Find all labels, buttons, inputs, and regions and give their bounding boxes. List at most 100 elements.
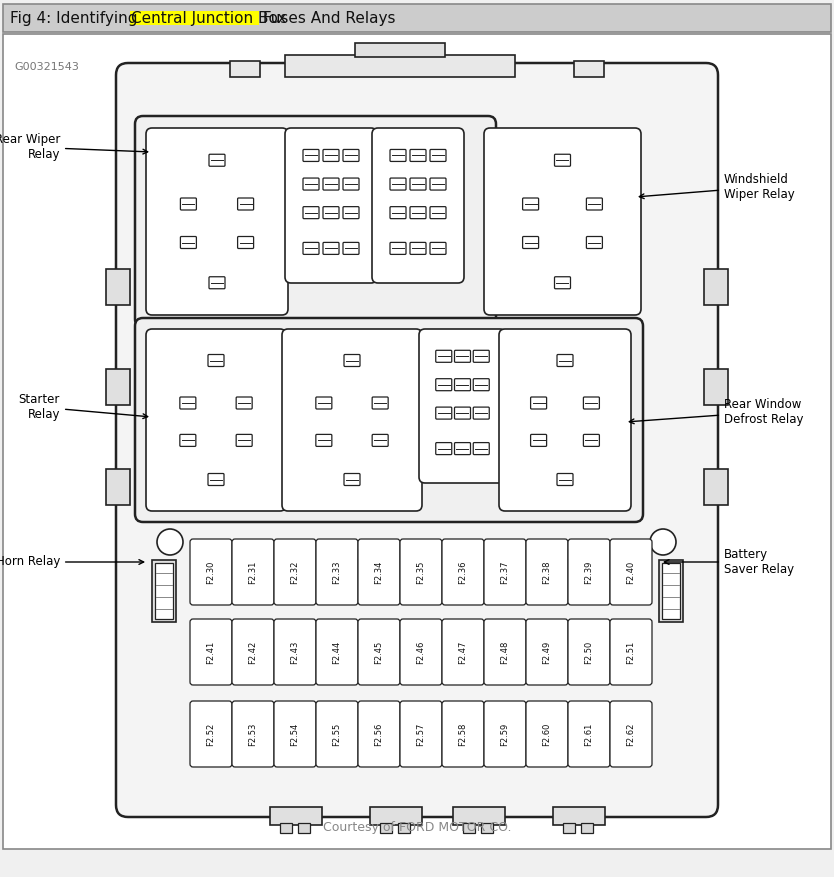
FancyBboxPatch shape xyxy=(316,434,332,446)
Text: F2.47: F2.47 xyxy=(459,640,468,664)
Text: F2.49: F2.49 xyxy=(542,640,551,664)
Text: F2.59: F2.59 xyxy=(500,723,510,745)
FancyBboxPatch shape xyxy=(610,701,652,767)
FancyBboxPatch shape xyxy=(146,329,286,511)
FancyBboxPatch shape xyxy=(568,619,610,685)
FancyBboxPatch shape xyxy=(430,242,446,254)
Bar xyxy=(581,823,593,833)
Text: F2.37: F2.37 xyxy=(500,560,510,584)
FancyBboxPatch shape xyxy=(180,198,196,210)
FancyBboxPatch shape xyxy=(400,619,442,685)
Bar xyxy=(106,269,130,305)
FancyBboxPatch shape xyxy=(274,619,316,685)
Text: Fig 4: Identifying: Fig 4: Identifying xyxy=(10,11,143,25)
Bar xyxy=(298,823,310,833)
FancyBboxPatch shape xyxy=(209,277,225,289)
Bar xyxy=(659,560,683,622)
FancyBboxPatch shape xyxy=(473,379,490,390)
FancyBboxPatch shape xyxy=(208,354,224,367)
Text: F2.30: F2.30 xyxy=(207,560,215,584)
Bar xyxy=(563,823,575,833)
Bar xyxy=(370,807,422,825)
FancyBboxPatch shape xyxy=(274,701,316,767)
FancyBboxPatch shape xyxy=(303,207,319,218)
Bar xyxy=(106,369,130,405)
FancyBboxPatch shape xyxy=(135,318,643,522)
FancyBboxPatch shape xyxy=(410,149,426,161)
FancyBboxPatch shape xyxy=(390,178,406,190)
FancyBboxPatch shape xyxy=(116,63,718,817)
Text: F2.43: F2.43 xyxy=(290,640,299,664)
FancyBboxPatch shape xyxy=(238,198,254,210)
FancyBboxPatch shape xyxy=(430,178,446,190)
Bar xyxy=(355,43,445,57)
FancyBboxPatch shape xyxy=(180,397,196,409)
Text: Fuses And Relays: Fuses And Relays xyxy=(258,11,395,25)
FancyBboxPatch shape xyxy=(530,397,546,409)
Bar xyxy=(152,560,176,622)
Text: F2.36: F2.36 xyxy=(459,560,468,584)
Bar xyxy=(704,369,728,405)
Text: F2.38: F2.38 xyxy=(542,560,551,584)
FancyBboxPatch shape xyxy=(584,434,600,446)
FancyBboxPatch shape xyxy=(523,237,539,248)
FancyBboxPatch shape xyxy=(526,619,568,685)
Bar xyxy=(704,269,728,305)
FancyBboxPatch shape xyxy=(343,178,359,190)
FancyBboxPatch shape xyxy=(180,237,196,248)
FancyBboxPatch shape xyxy=(435,443,452,454)
FancyBboxPatch shape xyxy=(555,277,570,289)
FancyBboxPatch shape xyxy=(303,242,319,254)
Text: F2.45: F2.45 xyxy=(374,640,384,664)
FancyBboxPatch shape xyxy=(180,434,196,446)
FancyBboxPatch shape xyxy=(236,434,252,446)
Bar xyxy=(398,823,410,833)
Text: F2.40: F2.40 xyxy=(626,560,636,583)
FancyBboxPatch shape xyxy=(390,207,406,218)
Bar xyxy=(280,823,292,833)
Text: F2.32: F2.32 xyxy=(290,560,299,584)
FancyBboxPatch shape xyxy=(358,619,400,685)
FancyBboxPatch shape xyxy=(484,701,526,767)
FancyBboxPatch shape xyxy=(238,237,254,248)
FancyBboxPatch shape xyxy=(555,154,570,167)
FancyBboxPatch shape xyxy=(323,178,339,190)
Text: F2.53: F2.53 xyxy=(249,723,258,745)
Bar xyxy=(129,11,259,25)
Text: F2.46: F2.46 xyxy=(416,640,425,664)
FancyBboxPatch shape xyxy=(610,619,652,685)
FancyBboxPatch shape xyxy=(282,329,422,511)
Bar xyxy=(230,61,260,77)
Bar xyxy=(481,823,493,833)
FancyBboxPatch shape xyxy=(410,242,426,254)
Text: F2.52: F2.52 xyxy=(207,723,215,745)
FancyBboxPatch shape xyxy=(530,434,546,446)
Text: F2.35: F2.35 xyxy=(416,560,425,584)
FancyBboxPatch shape xyxy=(584,397,600,409)
FancyBboxPatch shape xyxy=(343,149,359,161)
Text: Battery
Saver Relay: Battery Saver Relay xyxy=(665,548,794,576)
FancyBboxPatch shape xyxy=(526,701,568,767)
Text: Central Junction Box: Central Junction Box xyxy=(131,11,286,25)
FancyBboxPatch shape xyxy=(435,350,452,362)
Text: F2.42: F2.42 xyxy=(249,640,258,664)
FancyBboxPatch shape xyxy=(400,539,442,605)
Text: F2.60: F2.60 xyxy=(542,723,551,745)
FancyBboxPatch shape xyxy=(473,350,490,362)
FancyBboxPatch shape xyxy=(274,539,316,605)
FancyBboxPatch shape xyxy=(232,619,274,685)
FancyBboxPatch shape xyxy=(455,443,470,454)
FancyBboxPatch shape xyxy=(442,619,484,685)
Bar xyxy=(155,563,173,619)
Text: F2.58: F2.58 xyxy=(459,723,468,745)
FancyBboxPatch shape xyxy=(343,242,359,254)
Text: F2.39: F2.39 xyxy=(585,560,594,584)
FancyBboxPatch shape xyxy=(323,242,339,254)
Bar xyxy=(106,469,130,505)
FancyBboxPatch shape xyxy=(419,329,506,483)
FancyBboxPatch shape xyxy=(343,207,359,218)
Text: F2.55: F2.55 xyxy=(333,723,341,745)
FancyBboxPatch shape xyxy=(372,128,464,283)
Bar xyxy=(662,563,680,619)
FancyBboxPatch shape xyxy=(455,407,470,419)
